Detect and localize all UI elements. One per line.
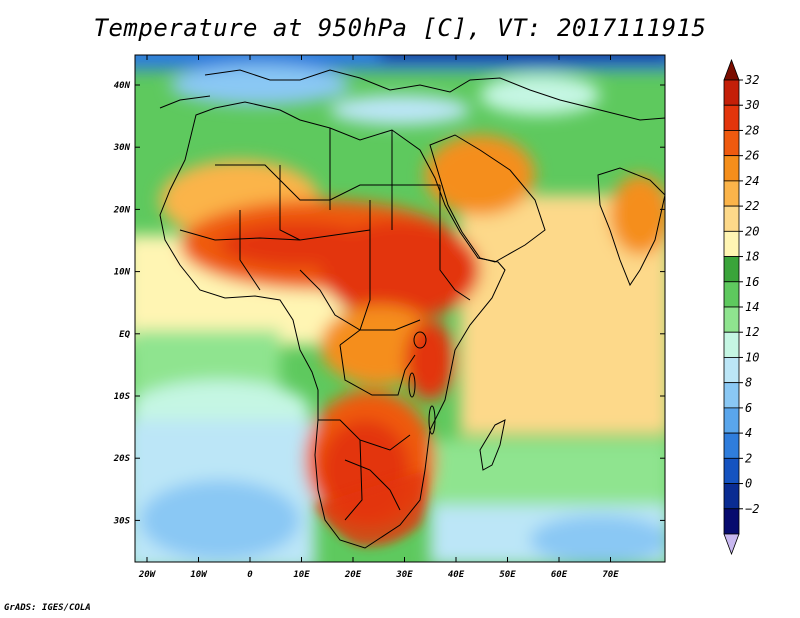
colorbar-swatch [723, 457, 740, 484]
lat-label: 10S [114, 392, 131, 402]
lon-label: 60E [551, 570, 568, 580]
colorbar-swatch [723, 130, 740, 157]
colorbar-min-arrow [723, 533, 740, 556]
lat-label: 30S [113, 516, 131, 526]
colorbar-swatch [723, 382, 740, 409]
colorbar-swatch [723, 508, 740, 535]
colorbar-label: 12 [745, 325, 759, 339]
colorbar-swatch [723, 205, 740, 232]
temperature-field [135, 55, 665, 562]
colorbar-label: 6 [745, 401, 752, 415]
lat-label: EQ [119, 330, 130, 340]
colorbar-label: 30 [744, 98, 759, 112]
colorbar-swatch [723, 306, 740, 333]
colorbar-label: 10 [745, 350, 759, 364]
lon-label: 10E [293, 570, 310, 580]
colorbar-swatch [723, 79, 740, 106]
colorbar-label: 28 [745, 123, 759, 137]
lat-label: 40N [114, 81, 131, 91]
lon-label: 20W [138, 570, 157, 580]
grads-credit: GrADS: IGES/COLA [4, 603, 91, 613]
colorbar-label: 16 [745, 275, 759, 289]
lon-label: 70E [602, 570, 619, 580]
colorbar-swatch [723, 281, 740, 308]
colorbar-label: 4 [745, 426, 752, 440]
colorbar-label: 24 [745, 174, 759, 188]
lon-label: 40E [448, 570, 465, 580]
colorbar-label: 14 [745, 300, 759, 314]
colorbar-label: 2 [745, 451, 752, 465]
colorbar-label: −2 [745, 502, 759, 516]
colorbar-swatch [723, 407, 740, 434]
lon-label: 30E [395, 570, 413, 580]
colorbar-swatch [723, 104, 740, 131]
latitude-labels: 40N 30N 20N 10N EQ 10S 20S 30S [113, 81, 665, 526]
lat-label: 20N [113, 205, 131, 215]
colorbar-label: 22 [745, 199, 759, 213]
lat-label: 10N [114, 268, 131, 278]
coastlines [159, 69, 665, 549]
plot-frame [134, 54, 666, 563]
colorbar-swatch [723, 331, 740, 358]
colorbar-swatch [723, 155, 740, 182]
colorbar-swatch [723, 256, 740, 283]
colorbar-swatch [723, 357, 740, 384]
colorbar-swatch [723, 483, 740, 510]
lat-label: 20S [113, 454, 131, 464]
colorbar-swatch [723, 432, 740, 459]
lat-label: 30N [113, 143, 131, 153]
longitude-labels: 20W 10W 0 10E 20E 30E 40E 50E 60E 70E [138, 55, 619, 580]
colorbar-label: 32 [744, 73, 759, 87]
colorbar-label: 8 [745, 376, 752, 390]
colorbar-label: 0 [745, 477, 752, 491]
colorbar-label: 18 [745, 250, 759, 264]
map-title: Temperature at 950hPa [C], VT: 201711191… [93, 14, 707, 42]
colorbar-swatch [723, 230, 740, 257]
lon-label: 10W [190, 570, 208, 580]
colorbar-label: 20 [745, 224, 759, 238]
colorbar-swatch [723, 180, 740, 207]
colorbar-max-arrow [723, 58, 740, 81]
lon-label: 0 [247, 570, 253, 580]
colorbar-label: 26 [745, 149, 759, 163]
lon-label: 50E [499, 570, 516, 580]
lon-label: 20E [344, 570, 362, 580]
